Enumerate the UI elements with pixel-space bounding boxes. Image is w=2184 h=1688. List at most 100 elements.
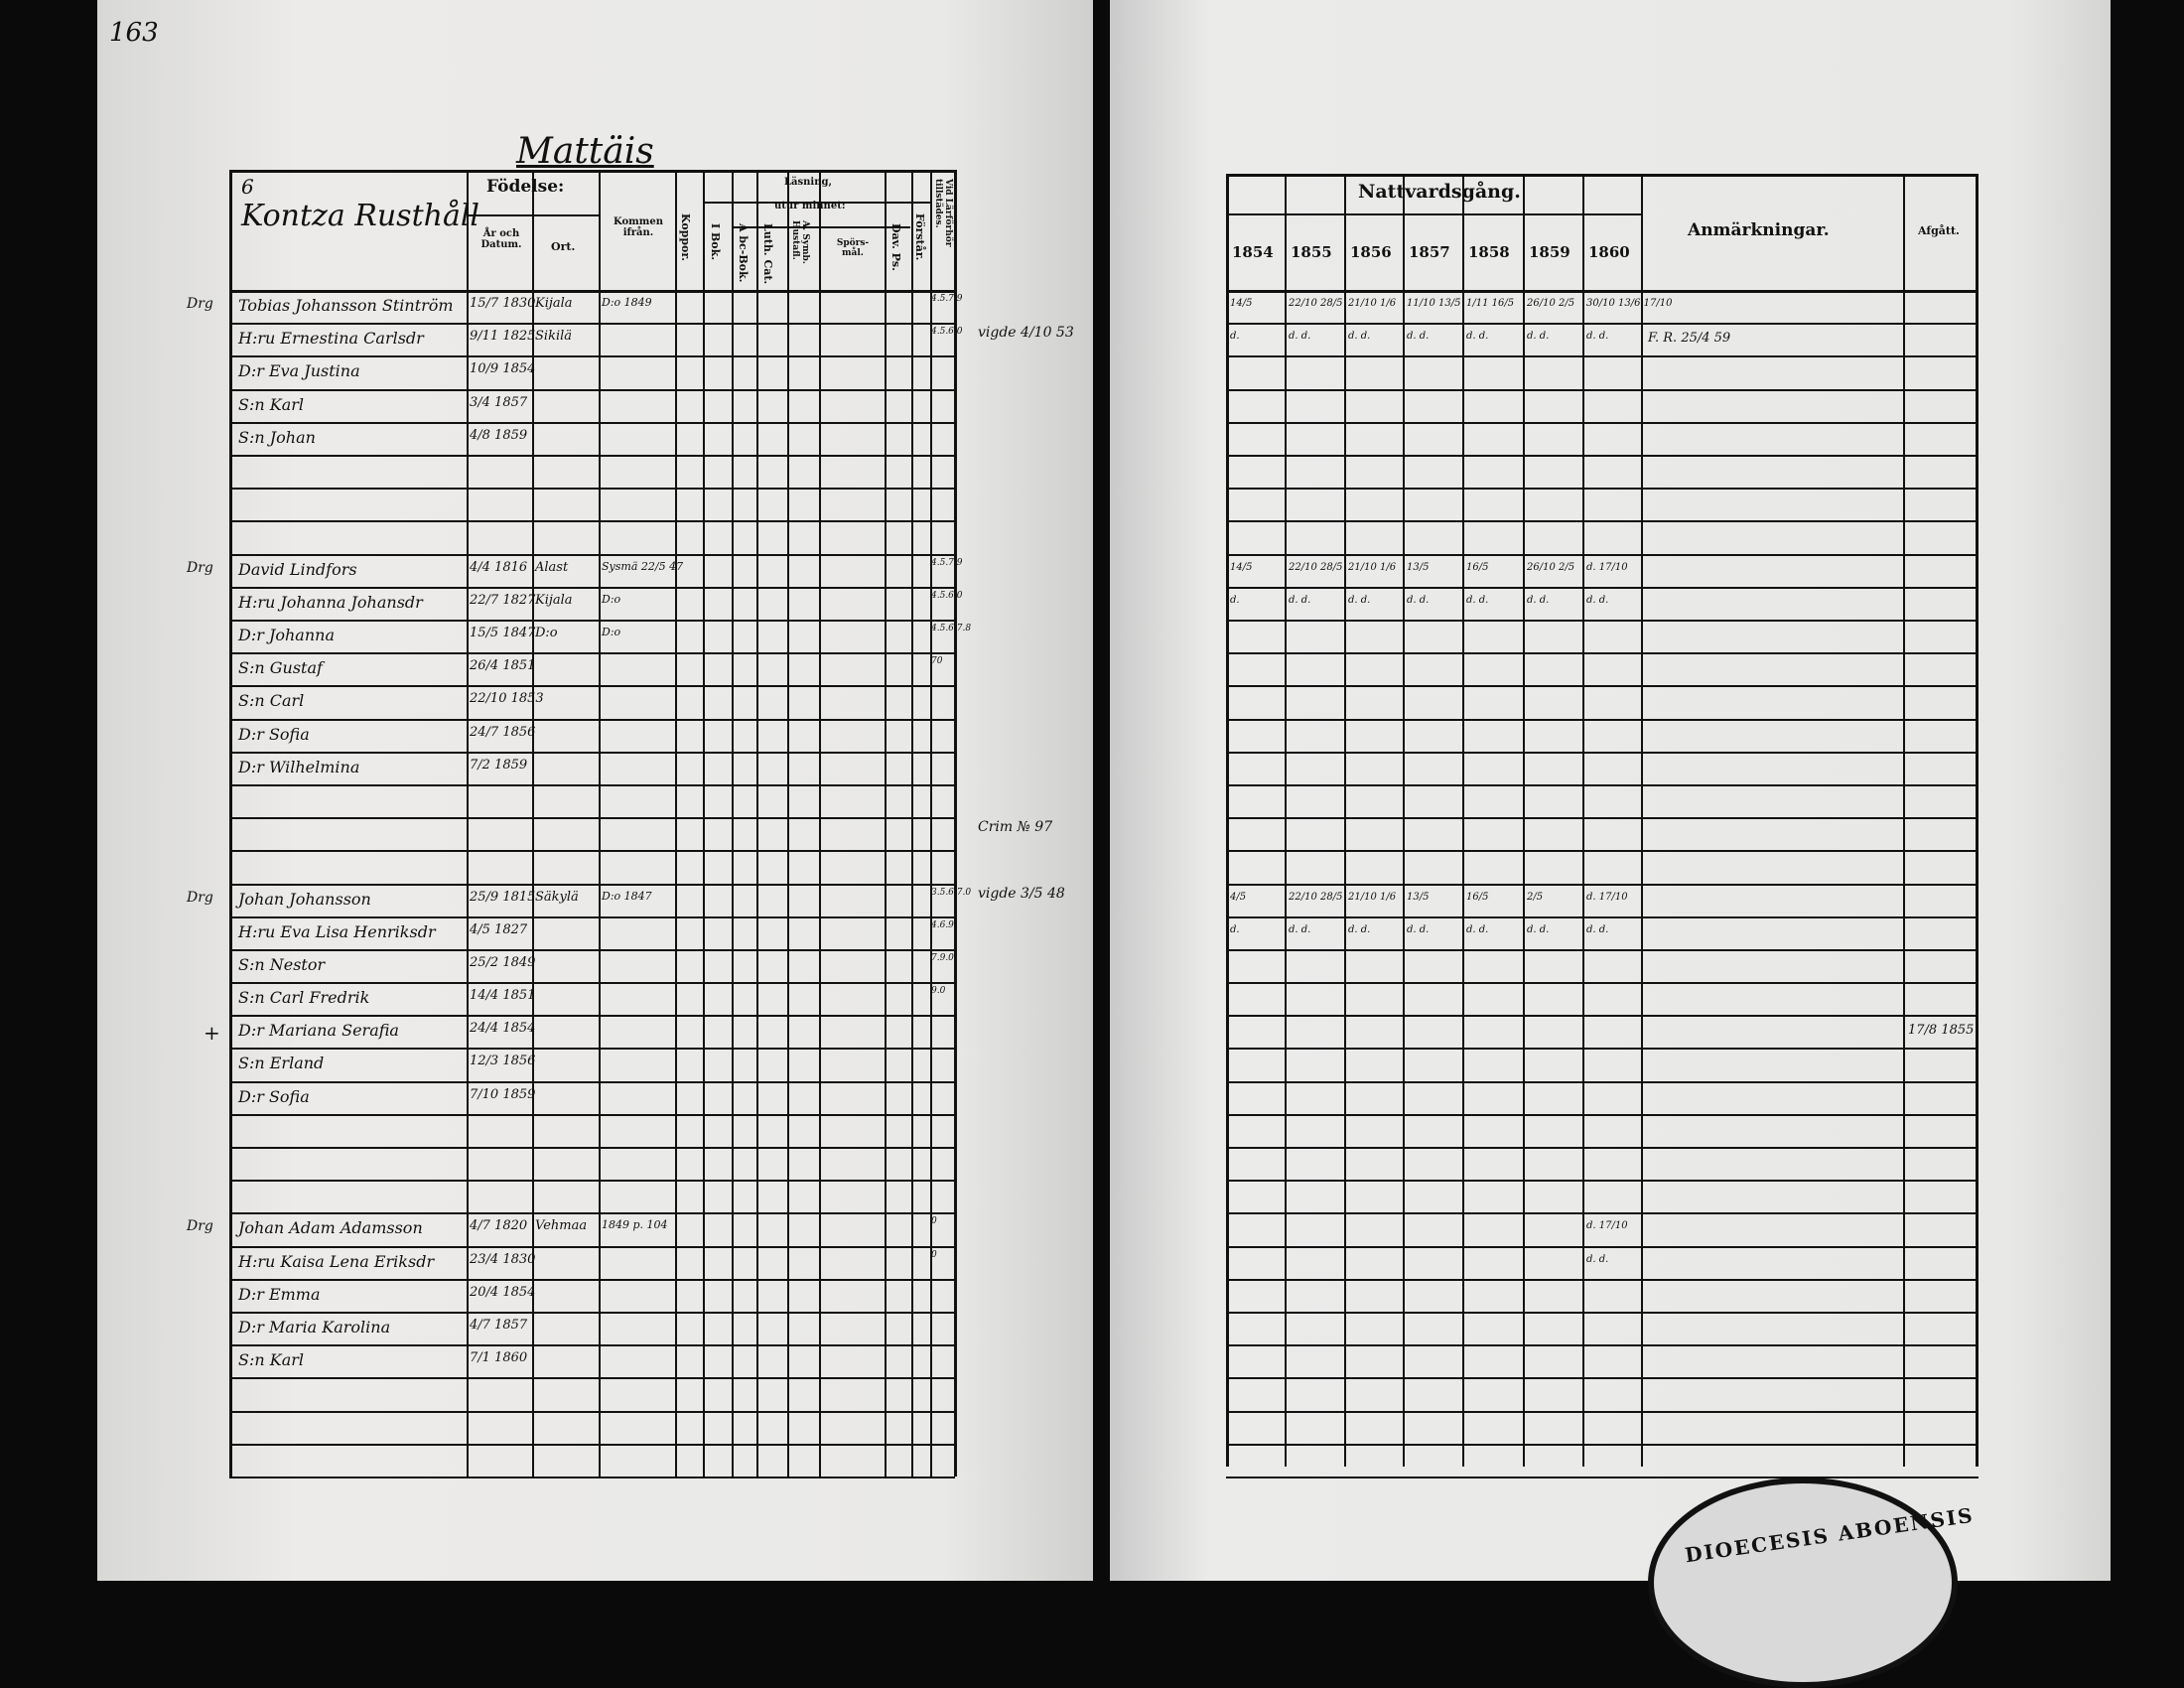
right-row-rule <box>1226 850 1979 853</box>
communion-date: 13/5 <box>1407 561 1430 573</box>
right-column-rule <box>1285 174 1287 1467</box>
birth-date: 7/10 1859 <box>470 1086 536 1102</box>
left-row-rule <box>229 1180 955 1183</box>
birth-date: 7/1 1860 <box>470 1350 528 1366</box>
left-row-rule <box>229 1113 955 1116</box>
communion-date: d. d. <box>1586 923 1609 935</box>
year-header: 1854 <box>1232 243 1274 261</box>
person-name: S:n Erland <box>238 1054 325 1073</box>
header-vid-larforhor: Vid Lärförhör tillstädes. <box>933 179 953 247</box>
household-number: 6 <box>241 175 254 199</box>
right-row-rule <box>1226 454 1979 457</box>
birth-place: Kijala <box>535 592 573 608</box>
left-row-rule <box>229 1212 955 1215</box>
communion-date: d. d. <box>1407 331 1430 343</box>
left-top-rule <box>229 170 955 173</box>
attendance-note: 4.5.6.0 <box>931 590 963 601</box>
header-sporsmal: Spörs-mål. <box>836 238 870 258</box>
birth-place: Sikilä <box>535 329 573 345</box>
birth-date: 7/2 1859 <box>470 757 528 773</box>
right-row-rule <box>1226 948 1979 951</box>
attendance-note: 4.5.6.7.8 <box>931 623 972 633</box>
communion-date: 4/5 <box>1230 891 1247 903</box>
header-abc-bok: A bc-Bok. <box>737 223 750 283</box>
right-row-rule <box>1226 783 1979 786</box>
right-row-rule <box>1226 1015 1979 1018</box>
left-row-rule <box>229 454 955 457</box>
left-row-rule <box>229 850 955 853</box>
remark: F. R. 25/4 59 <box>1648 331 1731 347</box>
left-column-rule <box>756 170 758 1477</box>
birth-place: Kijala <box>535 296 573 311</box>
left-row-rule <box>229 421 955 424</box>
right-column-rule <box>1462 174 1464 1467</box>
right-column-rule <box>1976 174 1979 1467</box>
communion-date: 21/10 1/6 <box>1348 561 1397 573</box>
left-row-rule <box>229 586 955 589</box>
birth-place: D:o <box>535 625 558 640</box>
communion-date: 21/10 1/6 <box>1348 891 1397 903</box>
communion-date: 30/10 13/6 17/10 <box>1586 298 1673 309</box>
right-row-rule <box>1226 1312 1979 1315</box>
communion-date: 2/5 <box>1527 891 1544 903</box>
right-top-rule <box>1226 174 1979 177</box>
birth-date: 25/2 1849 <box>470 954 536 970</box>
communion-date: 11/10 13/5 <box>1407 298 1461 309</box>
person-name: D:r Eva Justina <box>238 361 360 381</box>
birth-date: 24/4 1854 <box>470 1021 536 1037</box>
left-row-rule <box>229 1015 955 1018</box>
person-name: S:n Johan <box>238 427 316 447</box>
year-header: 1860 <box>1588 243 1630 261</box>
came-from: D:o 1847 <box>602 889 652 903</box>
right-row-rule <box>1226 982 1979 985</box>
header-luth-cat: Luth. Cat. <box>761 223 774 285</box>
parish-title: Mattäis <box>516 131 654 172</box>
communion-date: d. d. <box>1348 923 1371 935</box>
left-row-rule <box>229 915 955 918</box>
left-row-rule <box>229 685 955 688</box>
left-row-rule <box>229 488 955 491</box>
right-row-rule <box>1226 1278 1979 1281</box>
right-row-rule <box>1226 1410 1979 1413</box>
communion-date: 22/10 28/5 <box>1289 298 1343 309</box>
left-row-rule <box>229 1245 955 1248</box>
header-afgatt: Afgått. <box>1918 224 1960 237</box>
communion-date: d. d. <box>1466 331 1489 343</box>
person-name: H:ru Kaisa Lena Eriksdr <box>238 1251 435 1271</box>
stamp-text: DIOECESIS ABOENSIS <box>1683 1502 1976 1568</box>
birth-date: 23/4 1830 <box>470 1251 536 1267</box>
communion-date: d. d. <box>1466 923 1489 935</box>
person-name: D:r Wilhelmina <box>238 757 360 776</box>
birth-date: 25/9 1815 <box>470 889 536 905</box>
right-row-rule <box>1226 488 1979 491</box>
right-row-rule <box>1226 619 1979 622</box>
header-ar-datum: År och Datum. <box>480 228 522 250</box>
left-column-rule <box>467 170 469 1477</box>
header-koppor: Koppor. <box>679 213 692 261</box>
right-row-rule <box>1226 553 1979 556</box>
utur-rule <box>732 226 910 228</box>
left-column-rule <box>599 170 601 1477</box>
birth-place: Alast <box>535 559 569 575</box>
birth-date: 15/5 1847 <box>470 625 536 640</box>
communion-date: d. d. <box>1407 594 1430 606</box>
right-row-rule <box>1226 1443 1979 1446</box>
attendance-note: 7.9.0 <box>931 952 954 963</box>
right-row-rule <box>1226 388 1979 391</box>
row-prefix: + <box>204 1021 220 1046</box>
nattvard-rule <box>1226 213 1641 215</box>
lasning-rule <box>703 202 930 204</box>
person-name: S:n Karl <box>238 394 304 414</box>
left-row-rule <box>229 323 955 326</box>
year-header: 1859 <box>1529 243 1570 261</box>
person-name: Johan Adam Adamsson <box>238 1218 423 1238</box>
communion-date: 16/5 <box>1466 891 1489 903</box>
row-prefix: Drg <box>187 889 213 906</box>
communion-date: d. d. <box>1586 331 1609 343</box>
person-name: D:r Sofia <box>238 724 310 744</box>
right-row-rule <box>1226 652 1979 655</box>
margin-note: vigde 4/10 53 <box>978 325 1074 342</box>
right-column-rule <box>1641 174 1643 1467</box>
header-kommen: Kommen ifrån. <box>614 216 663 238</box>
diocese-stamp: DIOECESIS ABOENSIS <box>1648 1477 1976 1688</box>
